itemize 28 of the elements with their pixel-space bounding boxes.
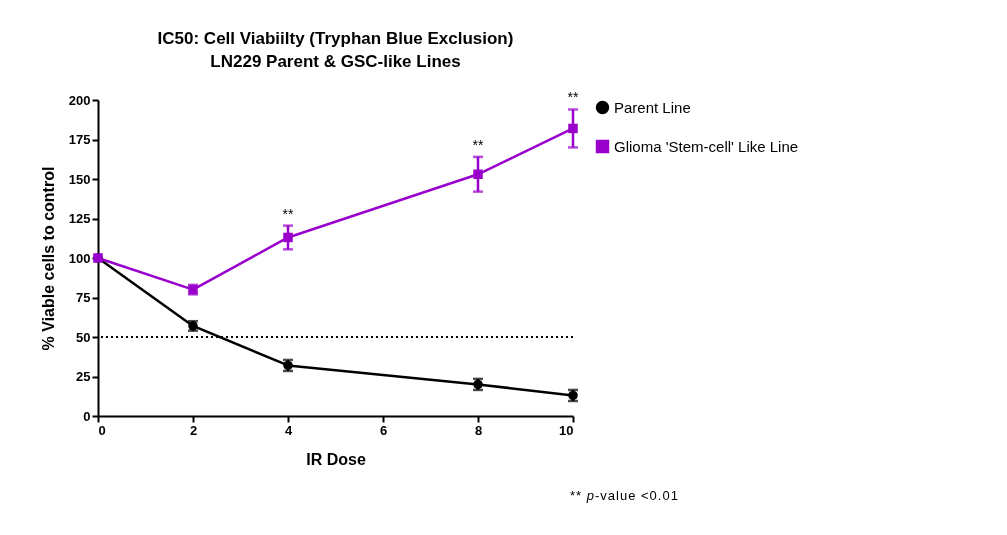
- text: ** p-value <0.01: [570, 488, 679, 503]
- x-tick-label: 6: [379, 422, 388, 438]
- annotation: **: [472, 136, 484, 153]
- legend-label: Glioma 'Stem-cell' Like Line: [614, 137, 799, 155]
- annotation: **: [282, 205, 294, 222]
- x-tick-label: 0: [98, 422, 106, 438]
- annotation: **: [567, 89, 579, 106]
- y-tick-label: 25: [76, 369, 91, 384]
- y-tick-label: 125: [68, 211, 91, 226]
- y-tick-label: 75: [76, 290, 91, 305]
- x-axis-title: IR Dose: [306, 450, 366, 468]
- legend-label: Parent Line: [614, 98, 691, 116]
- x-tick-label: 10: [559, 422, 574, 438]
- y-axis-title: % Viable cells to control: [39, 166, 57, 351]
- x-tick-label: 4: [284, 422, 293, 438]
- y-tick-label: 50: [76, 329, 91, 345]
- point: [568, 123, 578, 134]
- x-tick-label: 2: [189, 422, 198, 438]
- chart-subtitle: LN229 Parent & GSC-like Lines: [210, 52, 461, 72]
- y-tick-label: 0: [83, 408, 91, 424]
- point: [283, 232, 293, 243]
- y-tick-label: 175: [68, 132, 91, 147]
- chart-title: IC50: Cell Viabiilty (Tryphan Blue Exclusion): [157, 29, 514, 49]
- point: [473, 169, 483, 179]
- y-tick-label: 150: [68, 171, 91, 187]
- y-tick-label: 100: [68, 250, 91, 266]
- x-tick-label: 8: [474, 422, 483, 438]
- y-tick-label: 200: [68, 92, 91, 108]
